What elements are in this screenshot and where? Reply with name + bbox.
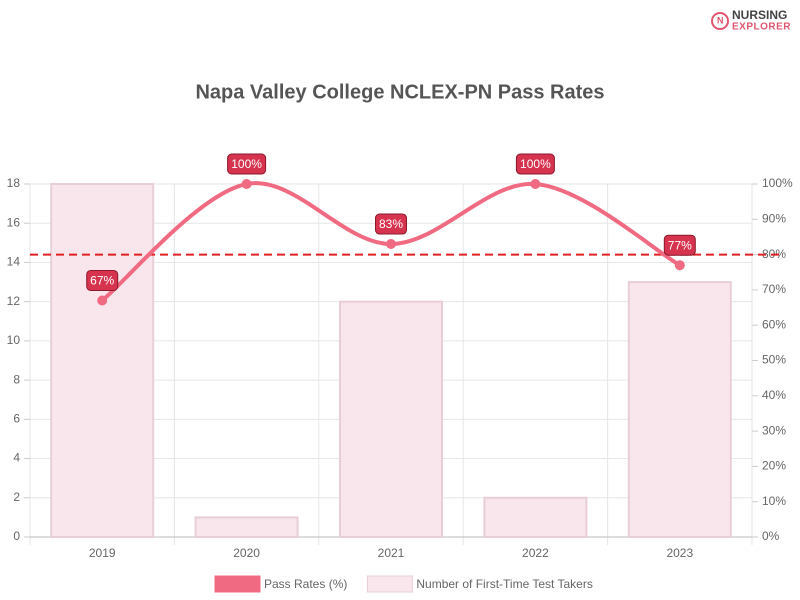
y-tick-label: 8 [13, 372, 20, 386]
y2-tick-label: 30% [762, 423, 786, 437]
legend-label: Number of First-Time Test Takers [416, 577, 592, 591]
point [674, 260, 685, 271]
x-tick-label: 2020 [233, 546, 260, 560]
x-tick-label: 2023 [666, 546, 693, 560]
legend-swatch [214, 575, 261, 593]
value-label: 100% [231, 157, 262, 171]
bar [627, 281, 732, 538]
value-label-box [515, 153, 555, 175]
logo-text: NURSING [732, 8, 787, 22]
y2-tick-label: 50% [762, 353, 786, 367]
y2-tick-label: 100% [762, 176, 793, 190]
legend-label: Pass Rates (%) [264, 577, 347, 591]
value-label: 100% [520, 157, 551, 171]
value-label: 67% [90, 274, 114, 288]
y2-tick-label: 0% [762, 529, 780, 543]
value-label-box [375, 213, 407, 235]
y2-tick-label: 10% [762, 494, 786, 508]
logo-text: EXPLORER [732, 22, 791, 33]
point [530, 179, 541, 189]
logo-icon-text: N [717, 15, 724, 25]
x-tick-label: 2019 [89, 546, 116, 560]
bar [194, 516, 299, 539]
y-tick-label: 4 [13, 451, 20, 465]
legend-swatch [366, 575, 413, 593]
x-tick-label: 2022 [522, 546, 549, 560]
y2-tick-label: 40% [762, 388, 786, 402]
bar [339, 300, 443, 538]
x-tick-label: 2021 [378, 546, 405, 560]
value-label-box [227, 153, 267, 175]
point [241, 179, 252, 189]
y-tick-label: 18 [7, 176, 21, 190]
value-label: 77% [668, 238, 692, 252]
y-tick-label: 12 [7, 294, 21, 308]
value-label-box [86, 269, 119, 291]
logo-icon [711, 12, 729, 30]
y-tick-label: 10 [7, 333, 21, 347]
value-label: 83% [379, 217, 403, 231]
y2-tick-label: 90% [762, 211, 786, 225]
logo: N NURSING EXPLORER [711, 8, 791, 33]
y-tick-label: 6 [13, 412, 20, 426]
y-tick-label: 14 [7, 255, 21, 269]
y2-tick-label: 70% [762, 282, 786, 296]
y2-tick-label: 20% [762, 459, 786, 473]
y-tick-label: 2 [13, 490, 20, 504]
point [386, 239, 396, 250]
chart-title: Napa Valley College NCLEX-PN Pass Rates [195, 81, 604, 103]
y2-tick-label: 60% [762, 317, 786, 331]
y-tick-label: 0 [13, 529, 20, 543]
bar [483, 496, 588, 538]
bar [50, 183, 155, 538]
value-label-box [663, 234, 696, 256]
y-tick-label: 16 [7, 215, 21, 229]
point [97, 295, 108, 306]
